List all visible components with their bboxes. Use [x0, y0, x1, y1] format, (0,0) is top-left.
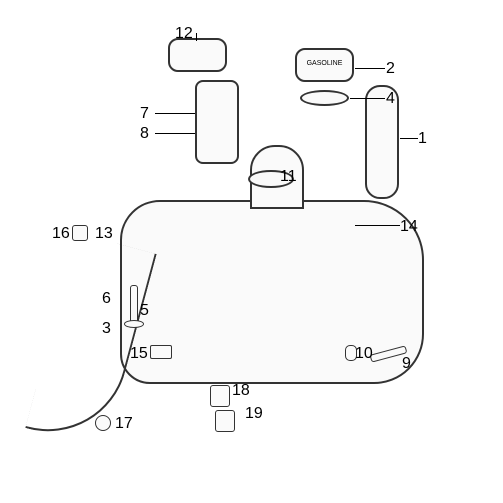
fuel-cap-gasoline: GASOLINE [295, 48, 354, 82]
callout-12: 12 [175, 25, 193, 43]
clip-nut [150, 345, 172, 359]
callout-14: 14 [400, 218, 418, 236]
callout-11: 11 [280, 168, 297, 186]
fitting [72, 225, 88, 241]
callout-6: 6 [102, 290, 111, 308]
fuel-pump [195, 80, 239, 164]
washer [124, 320, 144, 328]
callout-13: 13 [95, 225, 113, 243]
gasoline-label: GASOLINE [297, 50, 352, 67]
callout-3: 3 [102, 320, 111, 338]
callout-16: 16 [52, 225, 70, 243]
callout-17: 17 [115, 415, 133, 433]
fuel-cap-1 [168, 38, 227, 72]
hose-clip-1 [210, 385, 230, 407]
leader-line [155, 133, 195, 134]
hose-clip-2 [215, 410, 235, 432]
callout-8: 8 [140, 125, 149, 143]
leader-line [155, 113, 195, 114]
callout-2: 2 [386, 60, 395, 78]
diagram-container: Partsspotter.com GASOLINE 1 2 3 4 5 6 7 … [0, 0, 503, 503]
callout-9: 9 [402, 355, 411, 373]
callout-19: 19 [245, 405, 263, 423]
callout-7: 7 [140, 105, 149, 123]
callout-4: 4 [386, 90, 395, 108]
leader-line [355, 68, 385, 69]
o-ring [300, 90, 349, 106]
callout-1: 1 [418, 130, 427, 148]
leader-line [355, 225, 400, 226]
leader-line [350, 98, 385, 99]
callout-18: 18 [232, 382, 250, 400]
callout-15: 15 [130, 345, 148, 363]
callout-10: 10 [355, 345, 373, 363]
leader-line [400, 138, 418, 139]
callout-5: 5 [140, 302, 149, 320]
leader-line [196, 33, 197, 41]
hose-grommet [95, 415, 111, 431]
